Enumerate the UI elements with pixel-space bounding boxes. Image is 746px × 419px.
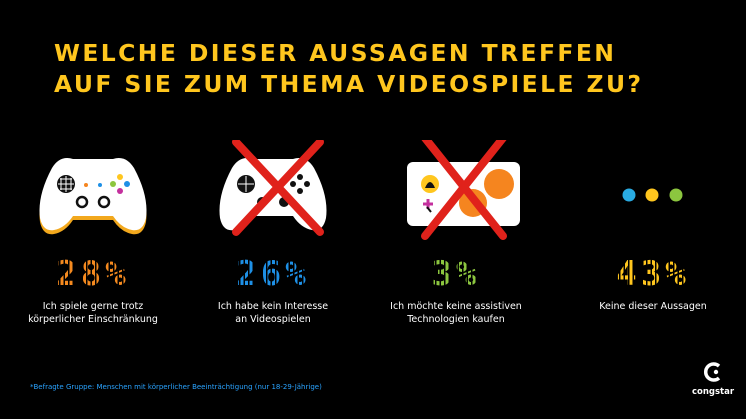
crossed-out-adaptive-controller-icon xyxy=(407,140,520,240)
stat-label-4: Keine dieser Aussagen xyxy=(599,301,707,312)
footnote: *Befragte Gruppe: Menschen mit körperlic… xyxy=(30,383,322,391)
title-line-1: WELCHE DIESER AUSSAGEN TREFFEN xyxy=(54,39,617,67)
congstar-wordmark: congstar xyxy=(691,387,735,397)
three-dots-icon xyxy=(622,188,683,202)
stat-label-2: Ich habe kein Interesse an Videospielen xyxy=(217,301,329,325)
stat-label-3: Ich möchte keine assistiven Technologien… xyxy=(390,301,522,325)
value-28-percent: 28% xyxy=(56,254,130,294)
value-3-percent: 3% xyxy=(431,254,481,294)
stat-column-1: 28% Ich spiele gerne trotz körperlicher … xyxy=(0,0,186,419)
stat-column-4: 43% Keine dieser Aussagen xyxy=(560,0,746,419)
crossed-out-controller-icon xyxy=(219,140,327,236)
page-title: WELCHE DIESER AUSSAGEN TREFFEN AUF SIE Z… xyxy=(54,38,643,100)
game-controller-icon xyxy=(39,158,147,235)
congstar-logo: congstar xyxy=(690,362,736,397)
congstar-logo-icon xyxy=(703,362,721,382)
stat-column-3: 3% Ich möchte keine assistiven Technolog… xyxy=(363,0,549,419)
value-26-percent: 26% xyxy=(236,254,310,294)
title-line-2: AUF SIE ZUM THEMA VIDEOSPIELE ZU? xyxy=(54,70,644,98)
stat-label-1: Ich spiele gerne trotz körperlicher Eins… xyxy=(28,301,158,325)
stat-column-2: 26% Ich habe kein Interesse an Videospie… xyxy=(180,0,366,419)
value-43-percent: 43% xyxy=(616,254,690,294)
